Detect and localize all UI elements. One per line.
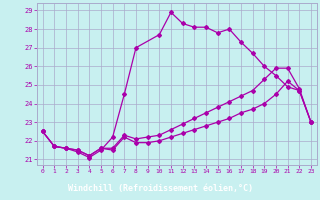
Text: Windchill (Refroidissement éolien,°C): Windchill (Refroidissement éolien,°C) xyxy=(68,184,252,193)
